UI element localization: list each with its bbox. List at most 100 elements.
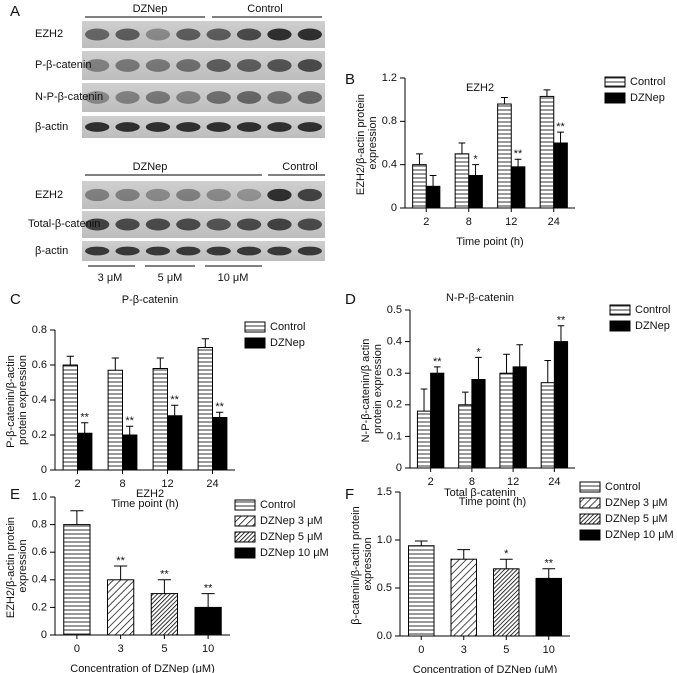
dose-label: 10 μM xyxy=(218,272,249,284)
x-axis-label: Concentration of DZNep (μM) xyxy=(413,664,558,673)
blot-panel xyxy=(82,21,325,261)
blot-band xyxy=(145,28,171,41)
row-label: EZH2 xyxy=(35,28,63,40)
blot-band xyxy=(206,246,231,256)
x-tick-label: 24 xyxy=(548,216,560,228)
dose-label: 5 μM xyxy=(158,272,183,284)
x-tick-label: 8 xyxy=(466,216,472,228)
significance: ** xyxy=(160,569,169,581)
significance: ** xyxy=(215,401,224,413)
significance: ** xyxy=(556,121,565,133)
bar xyxy=(194,606,222,636)
x-tick-label: 24 xyxy=(548,476,560,488)
error-bar xyxy=(475,356,482,380)
significance: ** xyxy=(170,394,179,406)
row-label: P-β-catenin xyxy=(35,59,91,71)
panel-label: C xyxy=(10,291,21,308)
x-tick-label: 0 xyxy=(418,644,424,656)
blot-band xyxy=(85,218,110,231)
blot-band xyxy=(267,188,292,202)
x-axis-label: Time point (h) xyxy=(456,236,523,248)
bar xyxy=(122,434,138,471)
x-axis-label: Concentration of DZNep (μM) xyxy=(70,663,215,673)
blot-band xyxy=(115,218,140,231)
x-tick-label: 12 xyxy=(161,478,173,490)
bar xyxy=(471,379,486,469)
error-bar xyxy=(503,353,510,374)
legend-label: Control xyxy=(635,304,670,316)
y-tick-label: 0.8 xyxy=(32,324,47,336)
y-tick-label: 1.2 xyxy=(382,72,397,84)
y-tick-label: 0.8 xyxy=(32,519,47,531)
blot-band xyxy=(176,91,201,104)
blot-band xyxy=(267,28,292,41)
error-bar xyxy=(514,158,522,167)
blot-band xyxy=(176,122,201,132)
error-bar xyxy=(156,357,164,369)
legend-swatch xyxy=(604,92,626,104)
error-bar xyxy=(157,579,171,594)
blot-strip xyxy=(82,116,325,138)
x-tick-label: 2 xyxy=(423,216,429,228)
blot-band xyxy=(115,28,140,41)
panel-label: D xyxy=(345,291,356,308)
blot-band xyxy=(176,246,201,256)
x-tick-label: 8 xyxy=(119,478,125,490)
legend-label: DZNep 3 μM xyxy=(260,515,323,527)
y-tick-label: 0.0 xyxy=(377,630,392,642)
error-bar xyxy=(70,510,84,525)
y-tick-label: 1.0 xyxy=(32,491,47,503)
x-tick-label: 0 xyxy=(74,643,80,655)
bar xyxy=(416,410,432,469)
blot-band xyxy=(236,91,262,104)
significance: * xyxy=(476,346,481,358)
error-bar xyxy=(501,97,508,104)
bar xyxy=(450,558,477,637)
y-tick-label: 0.6 xyxy=(32,359,47,371)
significance: ** xyxy=(116,555,125,567)
legend-label: Control xyxy=(630,76,665,88)
blot-band xyxy=(85,91,110,104)
blot-band xyxy=(236,59,262,72)
blot-band xyxy=(206,28,231,41)
y-axis-label: EZH2/β-actin protein expression xyxy=(355,91,379,195)
bar xyxy=(553,142,568,209)
x-tick-label: 3 xyxy=(461,644,467,656)
error-bar xyxy=(114,565,128,580)
blot-band xyxy=(85,122,110,132)
y-tick-label: 0.2 xyxy=(32,601,47,613)
error-bar xyxy=(457,549,471,560)
blot-band xyxy=(176,59,201,72)
group-label: Control xyxy=(282,161,317,173)
blot-band xyxy=(267,218,292,231)
x-tick-label: 8 xyxy=(469,476,475,488)
significance: ** xyxy=(514,148,523,160)
bar xyxy=(167,415,183,471)
blot-band xyxy=(176,188,201,202)
significance: * xyxy=(473,154,478,166)
error-bar xyxy=(516,344,524,367)
legend-swatch xyxy=(579,497,601,509)
x-tick-label: 5 xyxy=(503,644,509,656)
error-bar xyxy=(416,153,423,165)
y-axis-label: N-P-β-catenin/β actin protein expression xyxy=(360,336,384,443)
significance: ** xyxy=(125,415,134,427)
y-tick-label: 0 xyxy=(396,462,402,474)
y-axis-label: β-catenin/β-actin protein expression xyxy=(350,503,374,625)
error-bar xyxy=(557,131,564,143)
x-axis-label: Time point (h) xyxy=(459,496,526,508)
legend-swatch xyxy=(244,321,266,333)
bar xyxy=(212,417,228,471)
error-bar xyxy=(420,388,428,412)
bar xyxy=(468,175,483,209)
bar xyxy=(150,593,178,636)
legend-swatch xyxy=(579,513,601,525)
blot-band xyxy=(85,246,110,256)
error-bar xyxy=(499,558,513,569)
blot-band xyxy=(297,122,322,132)
blot-band xyxy=(267,246,292,256)
bar xyxy=(107,579,135,636)
blot-band xyxy=(236,218,262,231)
blot-band xyxy=(206,188,231,202)
